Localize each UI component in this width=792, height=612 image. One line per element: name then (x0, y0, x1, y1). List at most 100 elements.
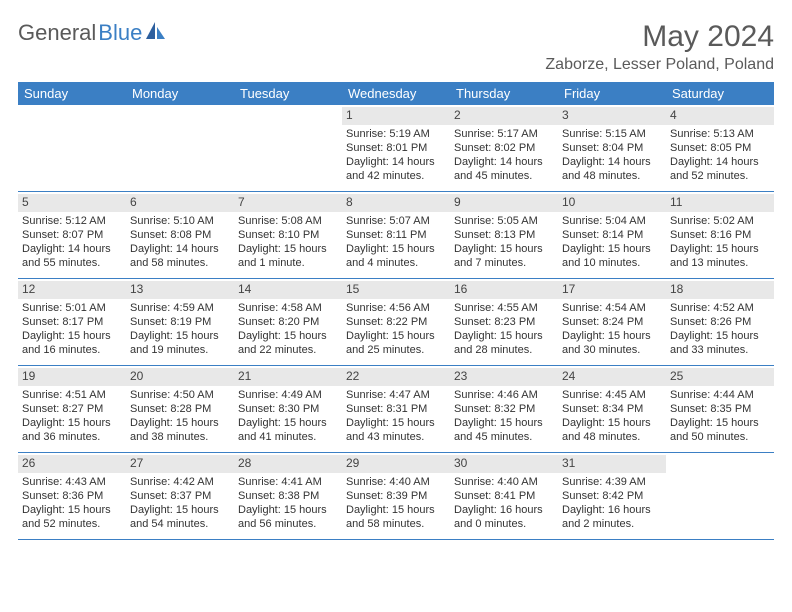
cell-body: Sunrise: 4:39 AMSunset: 8:42 PMDaylight:… (562, 473, 662, 532)
cell-line-sr: Sunrise: 4:40 AM (454, 475, 554, 489)
cell-line-dl2: and 52 minutes. (22, 517, 122, 531)
cell-line-dl2: and 55 minutes. (22, 256, 122, 270)
cell-line-ss: Sunset: 8:17 PM (22, 315, 122, 329)
cell-line-dl2: and 54 minutes. (130, 517, 230, 531)
cell-line-dl2: and 43 minutes. (346, 430, 446, 444)
calendar-cell: 29Sunrise: 4:40 AMSunset: 8:39 PMDayligh… (342, 453, 450, 539)
cell-body: Sunrise: 4:46 AMSunset: 8:32 PMDaylight:… (454, 386, 554, 445)
cell-line-sr: Sunrise: 4:44 AM (670, 388, 770, 402)
day-number: 31 (558, 455, 666, 473)
cell-line-dl1: Daylight: 15 hours (670, 242, 770, 256)
cell-body: Sunrise: 4:41 AMSunset: 8:38 PMDaylight:… (238, 473, 338, 532)
calendar-cell: 28Sunrise: 4:41 AMSunset: 8:38 PMDayligh… (234, 453, 342, 539)
cell-line-dl1: Daylight: 15 hours (130, 503, 230, 517)
calendar-cell-empty (18, 105, 126, 191)
cell-line-ss: Sunset: 8:05 PM (670, 141, 770, 155)
cell-body: Sunrise: 4:49 AMSunset: 8:30 PMDaylight:… (238, 386, 338, 445)
cell-line-sr: Sunrise: 5:13 AM (670, 127, 770, 141)
cell-line-ss: Sunset: 8:41 PM (454, 489, 554, 503)
cell-line-dl2: and 48 minutes. (562, 430, 662, 444)
day-number: 26 (18, 455, 126, 473)
cell-line-dl2: and 48 minutes. (562, 169, 662, 183)
calendar-cell: 7Sunrise: 5:08 AMSunset: 8:10 PMDaylight… (234, 192, 342, 278)
calendar-cell: 30Sunrise: 4:40 AMSunset: 8:41 PMDayligh… (450, 453, 558, 539)
logo: GeneralBlue (18, 20, 166, 46)
dayname-sunday: Sunday (18, 82, 126, 105)
cell-line-ss: Sunset: 8:07 PM (22, 228, 122, 242)
cell-line-dl2: and 45 minutes. (454, 430, 554, 444)
cell-line-dl1: Daylight: 15 hours (454, 329, 554, 343)
calendar-cell: 24Sunrise: 4:45 AMSunset: 8:34 PMDayligh… (558, 366, 666, 452)
calendar-cell: 22Sunrise: 4:47 AMSunset: 8:31 PMDayligh… (342, 366, 450, 452)
calendar-grid: SundayMondayTuesdayWednesdayThursdayFrid… (18, 82, 774, 540)
cell-body: Sunrise: 5:01 AMSunset: 8:17 PMDaylight:… (22, 299, 122, 358)
calendar-cell: 15Sunrise: 4:56 AMSunset: 8:22 PMDayligh… (342, 279, 450, 365)
cell-body: Sunrise: 4:40 AMSunset: 8:39 PMDaylight:… (346, 473, 446, 532)
day-number: 16 (450, 281, 558, 299)
cell-line-dl2: and 45 minutes. (454, 169, 554, 183)
cell-line-dl2: and 13 minutes. (670, 256, 770, 270)
cell-line-dl2: and 36 minutes. (22, 430, 122, 444)
cell-line-dl2: and 33 minutes. (670, 343, 770, 357)
week-row: 12Sunrise: 5:01 AMSunset: 8:17 PMDayligh… (18, 279, 774, 366)
cell-line-dl1: Daylight: 16 hours (562, 503, 662, 517)
cell-line-sr: Sunrise: 4:45 AM (562, 388, 662, 402)
cell-line-dl2: and 1 minute. (238, 256, 338, 270)
cell-line-dl1: Daylight: 15 hours (454, 242, 554, 256)
calendar-cell: 8Sunrise: 5:07 AMSunset: 8:11 PMDaylight… (342, 192, 450, 278)
dayname-wednesday: Wednesday (342, 82, 450, 105)
cell-body: Sunrise: 5:07 AMSunset: 8:11 PMDaylight:… (346, 212, 446, 271)
cell-line-ss: Sunset: 8:36 PM (22, 489, 122, 503)
calendar-cell: 16Sunrise: 4:55 AMSunset: 8:23 PMDayligh… (450, 279, 558, 365)
calendar-cell: 1Sunrise: 5:19 AMSunset: 8:01 PMDaylight… (342, 105, 450, 191)
calendar-cell: 25Sunrise: 4:44 AMSunset: 8:35 PMDayligh… (666, 366, 774, 452)
calendar-cell: 20Sunrise: 4:50 AMSunset: 8:28 PMDayligh… (126, 366, 234, 452)
calendar-cell: 21Sunrise: 4:49 AMSunset: 8:30 PMDayligh… (234, 366, 342, 452)
cell-line-ss: Sunset: 8:08 PM (130, 228, 230, 242)
header: GeneralBlue May 2024 Zaborze, Lesser Pol… (18, 20, 774, 74)
calendar-cell: 6Sunrise: 5:10 AMSunset: 8:08 PMDaylight… (126, 192, 234, 278)
cell-line-dl1: Daylight: 14 hours (670, 155, 770, 169)
location-text: Zaborze, Lesser Poland, Poland (545, 56, 774, 74)
cell-line-dl1: Daylight: 14 hours (562, 155, 662, 169)
cell-line-sr: Sunrise: 4:46 AM (454, 388, 554, 402)
cell-line-ss: Sunset: 8:28 PM (130, 402, 230, 416)
logo-sail-icon (146, 22, 166, 45)
cell-line-dl2: and 50 minutes. (670, 430, 770, 444)
cell-line-dl1: Daylight: 15 hours (346, 242, 446, 256)
cell-line-dl1: Daylight: 15 hours (454, 416, 554, 430)
cell-body: Sunrise: 4:44 AMSunset: 8:35 PMDaylight:… (670, 386, 770, 445)
cell-line-dl2: and 30 minutes. (562, 343, 662, 357)
cell-line-sr: Sunrise: 4:54 AM (562, 301, 662, 315)
cell-line-ss: Sunset: 8:11 PM (346, 228, 446, 242)
cell-line-dl2: and 19 minutes. (130, 343, 230, 357)
day-number: 28 (234, 455, 342, 473)
cell-line-dl2: and 16 minutes. (22, 343, 122, 357)
cell-line-sr: Sunrise: 4:49 AM (238, 388, 338, 402)
cell-line-ss: Sunset: 8:19 PM (130, 315, 230, 329)
day-number: 9 (450, 194, 558, 212)
cell-line-dl1: Daylight: 15 hours (22, 503, 122, 517)
calendar-cell-empty (126, 105, 234, 191)
day-number: 4 (666, 107, 774, 125)
cell-line-dl1: Daylight: 15 hours (130, 416, 230, 430)
cell-line-ss: Sunset: 8:26 PM (670, 315, 770, 329)
cell-line-ss: Sunset: 8:31 PM (346, 402, 446, 416)
cell-body: Sunrise: 5:19 AMSunset: 8:01 PMDaylight:… (346, 125, 446, 184)
cell-line-dl1: Daylight: 14 hours (454, 155, 554, 169)
day-number: 19 (18, 368, 126, 386)
logo-word1: General (18, 20, 96, 46)
cell-body: Sunrise: 4:42 AMSunset: 8:37 PMDaylight:… (130, 473, 230, 532)
cell-line-sr: Sunrise: 4:47 AM (346, 388, 446, 402)
cell-line-ss: Sunset: 8:24 PM (562, 315, 662, 329)
day-number: 27 (126, 455, 234, 473)
cell-line-ss: Sunset: 8:30 PM (238, 402, 338, 416)
day-number: 7 (234, 194, 342, 212)
cell-line-dl2: and 25 minutes. (346, 343, 446, 357)
cell-line-sr: Sunrise: 4:39 AM (562, 475, 662, 489)
cell-body: Sunrise: 4:47 AMSunset: 8:31 PMDaylight:… (346, 386, 446, 445)
cell-line-dl1: Daylight: 15 hours (346, 503, 446, 517)
cell-body: Sunrise: 4:45 AMSunset: 8:34 PMDaylight:… (562, 386, 662, 445)
cell-body: Sunrise: 4:52 AMSunset: 8:26 PMDaylight:… (670, 299, 770, 358)
logo-word2: Blue (98, 20, 142, 46)
